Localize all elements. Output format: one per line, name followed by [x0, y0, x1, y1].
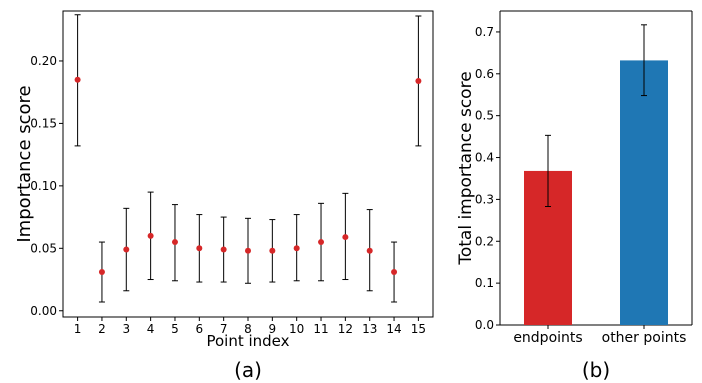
- panel-b-y-tick-label: 0.5: [475, 109, 494, 123]
- panel-a-y-tick-label: 0.15: [30, 116, 57, 130]
- panel-a-x-tick-label: 2: [98, 322, 106, 336]
- panel-b-bar: [620, 60, 668, 325]
- panel-a-x-tick-label: 4: [147, 322, 155, 336]
- panel-a-data-point: [98, 269, 105, 276]
- panel-b-y-tick-label: 0.2: [475, 234, 494, 248]
- panel-a-y-tick-label: 0.20: [30, 54, 57, 68]
- panel-a-data-point: [123, 246, 130, 253]
- panel-a-data-point: [171, 239, 178, 246]
- panel-b-axis-ticks: 0.0 0.1 0.2 0.3 0.4 0.5 0.6 0.7 endpoints other p…: [475, 25, 686, 346]
- panel-a-x-axis-label: Point index: [206, 332, 289, 350]
- panel-b-x-tick-label: other points: [602, 330, 687, 346]
- panel-a-scatter-chart: 1 2 3 4 5 6 7 8 9 10 11 12 13 14 150.000.050.100.150.2…: [14, 10, 434, 382]
- panel-a-data-point: [74, 76, 81, 83]
- panel-a-x-tick-label: 3: [122, 322, 130, 336]
- panel-a-x-tick-label: 9: [269, 322, 277, 336]
- panel-b-bar-chart: 0.0 0.1 0.2 0.3 0.4 0.5 0.6 0.7 endpoints other p…: [456, 10, 693, 382]
- panel-a-data-point: [220, 246, 227, 253]
- panel-a-y-axis-label: Importance score: [14, 85, 35, 242]
- panel-a-data-point: [269, 247, 276, 254]
- panel-b-y-tick-label: 0.4: [475, 151, 494, 165]
- panel-a-x-tick-label: 15: [411, 322, 426, 336]
- panel-a-x-tick-label: 14: [386, 322, 401, 336]
- panel-b-y-tick-label: 0.6: [475, 67, 494, 81]
- panel-a-x-tick-label: 6: [195, 322, 203, 336]
- panel-a-data-point: [415, 77, 422, 84]
- panel-b-x-tick-label: endpoints: [513, 330, 582, 346]
- panel-a-data-marks: [74, 14, 422, 303]
- panel-a-label: (a): [234, 358, 262, 382]
- panel-b-label: (b): [582, 358, 610, 382]
- panel-a-y-tick-label: 0.00: [30, 304, 57, 318]
- panel-a-x-tick-label: 12: [338, 322, 353, 336]
- panel-a-data-point: [366, 247, 373, 254]
- panel-a-x-tick-label: 7: [220, 322, 228, 336]
- panel-b-y-tick-label: 0.1: [475, 276, 494, 290]
- panel-b-y-axis-label: Total importance score: [456, 71, 476, 265]
- panel-a-data-point: [318, 239, 325, 246]
- panel-a-axis-ticks: 1 2 3 4 5 6 7 8 9 10 11 12 13 14 150.000.050.100.150.2…: [30, 54, 426, 336]
- panel-a-y-tick-label: 0.05: [30, 241, 57, 255]
- panel-a-x-tick-label: 10: [289, 322, 304, 336]
- panel-a-x-tick-label: 11: [313, 322, 328, 336]
- panel-a-data-point: [293, 245, 300, 252]
- panel-b-y-tick-label: 0.3: [475, 192, 494, 206]
- panel-b-y-tick-label: 0.7: [475, 25, 494, 39]
- panel-a-data-point: [342, 234, 349, 241]
- panel-b-data-marks: [524, 24, 668, 325]
- panel-a-x-tick-label: 8: [244, 322, 252, 336]
- panel-b-y-tick-label: 0.0: [475, 318, 494, 332]
- panel-a-x-tick-label: 1: [74, 322, 82, 336]
- panel-a-x-tick-label: 13: [362, 322, 377, 336]
- panel-a-y-tick-label: 0.10: [30, 179, 57, 193]
- panel-a-data-point: [147, 232, 154, 239]
- panel-a-data-point: [245, 247, 251, 254]
- panel-a-data-point: [391, 269, 398, 276]
- panel-a-data-point: [196, 245, 203, 252]
- panel-a-x-tick-label: 5: [171, 322, 179, 336]
